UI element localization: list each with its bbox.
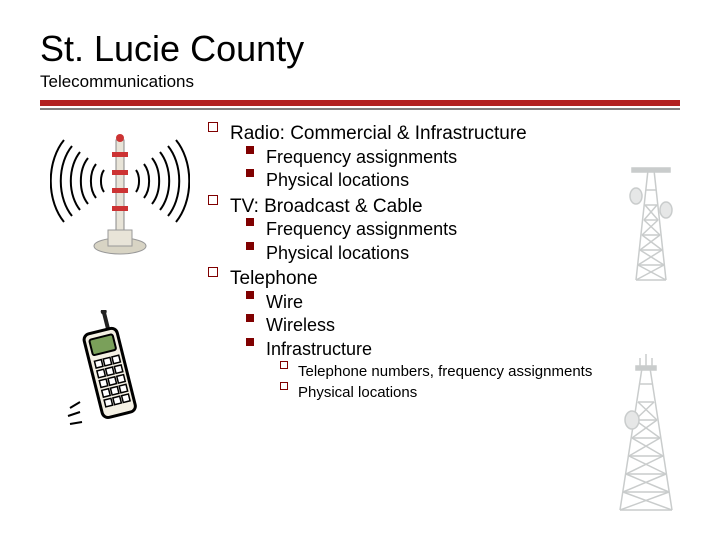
square-bullet-icon <box>208 267 218 277</box>
item-label: Wire <box>266 291 303 314</box>
lattice-tower-icon <box>606 150 696 295</box>
filled-square-bullet-icon <box>246 169 254 177</box>
filled-square-bullet-icon <box>246 218 254 226</box>
title-rule <box>40 100 680 110</box>
filled-square-bullet-icon <box>246 338 254 346</box>
item-label: Radio: Commercial & Infrastructure <box>230 122 527 146</box>
item-label: Physical locations <box>266 242 409 265</box>
item-label: Frequency assignments <box>266 218 457 241</box>
left-column <box>40 120 200 403</box>
item-label: Physical locations <box>266 169 409 192</box>
lattice-tower-icon <box>596 350 696 525</box>
filled-square-bullet-icon <box>246 291 254 299</box>
page-subtitle: Telecommunications <box>40 72 680 92</box>
list-item: Radio: Commercial & Infrastructure <box>208 122 680 146</box>
square-bullet-icon <box>208 122 218 132</box>
item-label: TV: Broadcast & Cable <box>230 195 423 219</box>
item-label: Infrastructure <box>266 338 372 361</box>
content-row: Radio: Commercial & Infrastructure Frequ… <box>40 120 680 403</box>
square-bullet-icon <box>280 382 288 390</box>
item-label: Telephone <box>230 267 318 291</box>
radio-antenna-icon <box>50 126 190 256</box>
item-label: Physical locations <box>298 382 417 403</box>
filled-square-bullet-icon <box>246 242 254 250</box>
list-item: Wireless <box>246 314 680 337</box>
square-bullet-icon <box>208 195 218 205</box>
square-bullet-icon <box>280 361 288 369</box>
filled-square-bullet-icon <box>246 314 254 322</box>
item-label: Wireless <box>266 314 335 337</box>
filled-square-bullet-icon <box>246 146 254 154</box>
page-title: St. Lucie County <box>40 28 680 70</box>
item-label: Frequency assignments <box>266 146 457 169</box>
item-label: Telephone numbers, frequency assignments <box>298 361 592 382</box>
handheld-phone-icon <box>64 310 154 430</box>
